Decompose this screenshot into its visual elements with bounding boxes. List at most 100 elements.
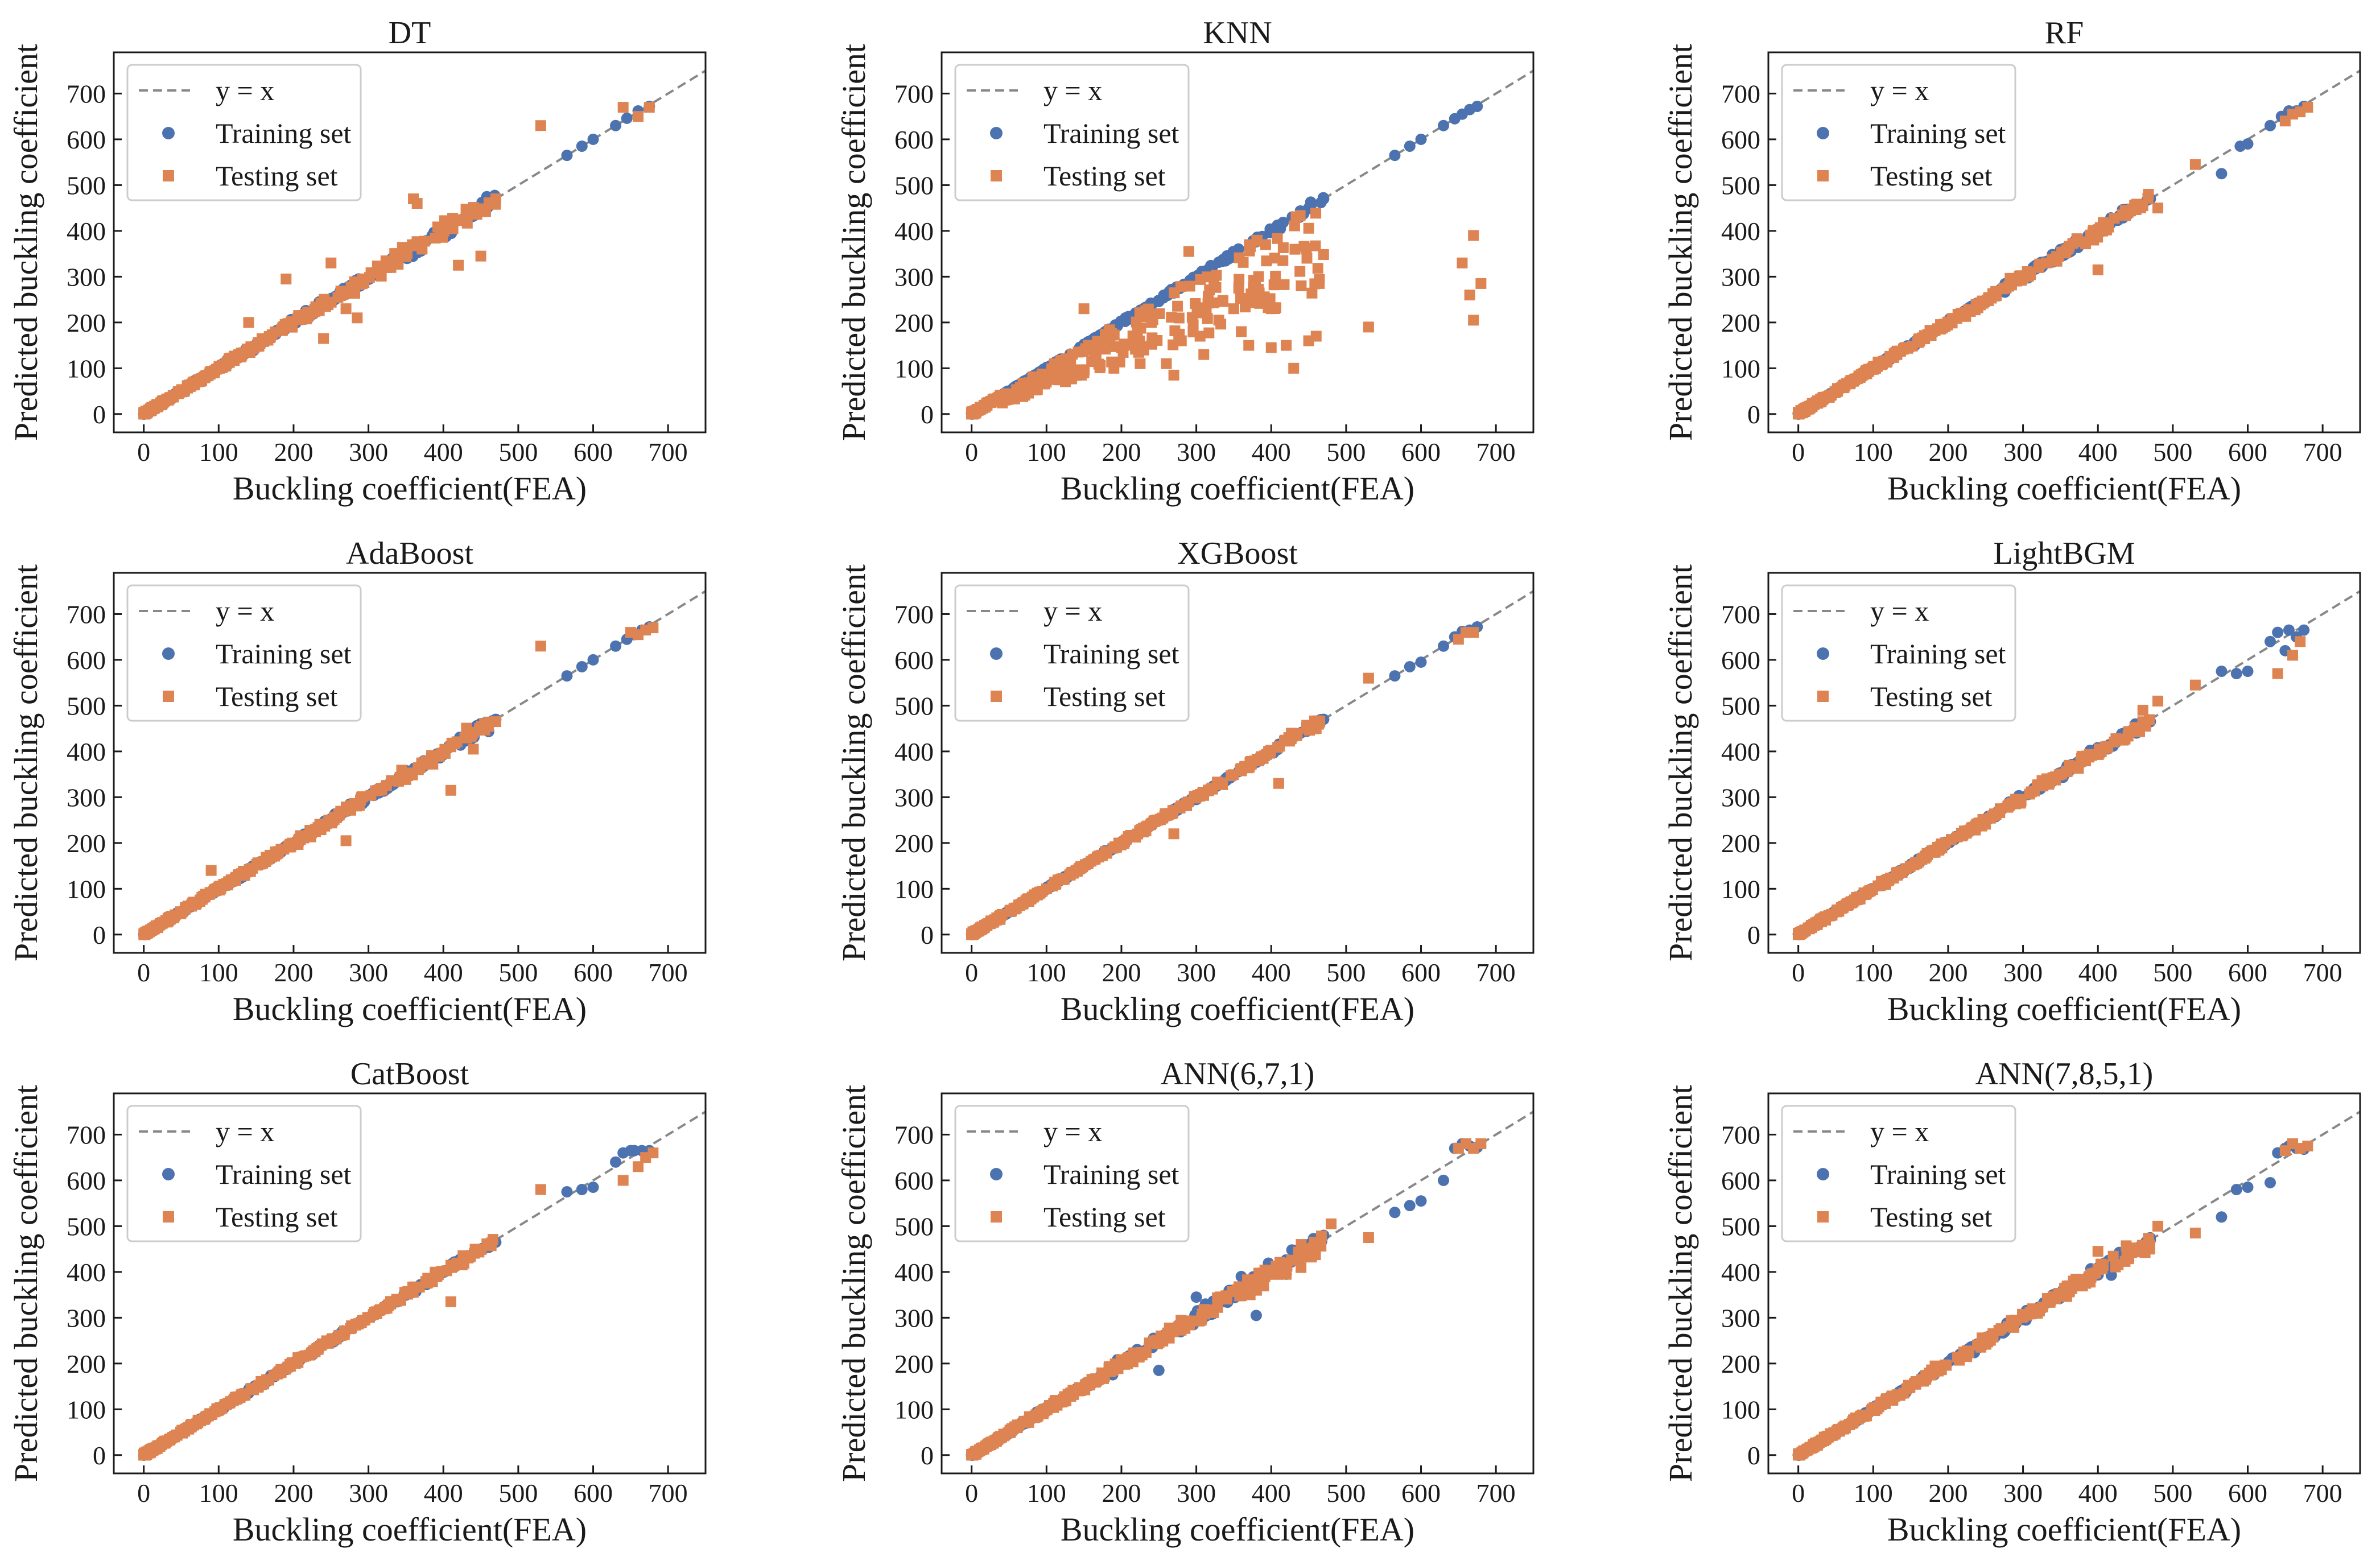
x-tick-label: 200 [274, 437, 313, 466]
legend-testing-swatch [163, 691, 174, 702]
testing-point [1012, 1419, 1023, 1430]
x-tick-label: 300 [1177, 437, 1216, 466]
testing-point [1005, 906, 1016, 917]
y-tick-label: 600 [1721, 646, 1760, 675]
testing-point [1849, 894, 1860, 905]
training-point [1274, 223, 1286, 234]
legend-identity-label: y = x [1043, 75, 1102, 106]
testing-point [211, 1403, 222, 1414]
testing-point [1971, 299, 1982, 309]
testing-point [1034, 888, 1045, 899]
testing-point [1261, 255, 1272, 266]
legend-training-label: Training set [1043, 117, 1179, 149]
testing-point [2143, 189, 2154, 200]
x-tick-label: 300 [2003, 437, 2043, 466]
testing-point [1234, 283, 1244, 294]
testing-point [1028, 371, 1038, 382]
testing-point [1236, 326, 1247, 337]
testing-point [1301, 253, 1312, 263]
testing-point [1274, 741, 1285, 751]
testing-point [1925, 328, 1936, 338]
y-tick-label: 300 [1721, 262, 1760, 291]
testing-point [1256, 751, 1267, 762]
x-tick-label: 400 [1252, 437, 1291, 466]
legend-testing-label: Testing set [216, 1201, 338, 1233]
testing-point [1296, 1239, 1306, 1250]
training-point [1416, 656, 1427, 668]
x-tick-label: 400 [424, 437, 463, 466]
testing-point [1174, 1321, 1185, 1332]
testing-point [318, 333, 329, 344]
testing-point [1277, 255, 1288, 266]
testing-point [1108, 363, 1119, 374]
training-point [2216, 168, 2227, 179]
testing-point [321, 1335, 332, 1346]
testing-point [386, 262, 397, 273]
testing-point [1183, 796, 1194, 807]
x-axis-label: Buckling coefficient(FEA) [1061, 470, 1414, 507]
legend-training-swatch [162, 127, 175, 139]
testing-point [2144, 715, 2155, 725]
legend-testing-swatch [991, 691, 1002, 702]
legend-training-swatch [990, 647, 1003, 660]
testing-point [257, 333, 267, 344]
testing-point [226, 874, 237, 885]
testing-point [1094, 1374, 1104, 1385]
x-tick-label: 600 [2228, 437, 2267, 466]
legend-identity-label: y = x [216, 75, 274, 106]
testing-point [1314, 278, 1325, 289]
y-axis-label: Predicted buckling coefficient [1662, 564, 1699, 961]
testing-point [175, 1427, 186, 1438]
testing-point [1194, 791, 1205, 802]
testing-point [2138, 200, 2148, 211]
legend-testing-label: Testing set [1870, 160, 1993, 192]
testing-point [1222, 1294, 1232, 1304]
testing-point [1254, 287, 1265, 298]
legend-identity-label: y = x [1870, 595, 1929, 627]
testing-point [1183, 246, 1194, 257]
panel-title: RF [2045, 15, 2084, 51]
legend-training-swatch [1817, 647, 1829, 660]
legend-testing-label: Testing set [1043, 680, 1166, 712]
training-point [1404, 141, 1416, 152]
testing-point [436, 1266, 447, 1277]
legend-testing-swatch [1817, 691, 1829, 702]
x-tick-label: 500 [498, 958, 538, 987]
x-tick-label: 500 [1326, 437, 1366, 466]
testing-point [2190, 680, 2201, 691]
testing-point [997, 392, 1008, 403]
testing-point [333, 808, 344, 819]
y-tick-label: 200 [67, 829, 106, 858]
testing-point [453, 260, 464, 271]
testing-point [1468, 627, 1479, 638]
y-tick-label: 600 [1721, 125, 1760, 154]
y-tick-label: 100 [67, 874, 106, 903]
testing-point [2003, 281, 2014, 292]
testing-point [1836, 382, 1847, 393]
testing-point [992, 913, 1003, 924]
testing-point [246, 1383, 257, 1394]
testing-point [463, 205, 474, 216]
y-tick-label: 700 [67, 600, 106, 629]
training-point [576, 1184, 588, 1195]
testing-point [1980, 819, 1991, 829]
training-point [1438, 641, 1449, 652]
testing-point [341, 835, 352, 846]
testing-point [2302, 102, 2313, 113]
legend-testing-swatch [163, 1211, 174, 1223]
testing-point [1050, 879, 1061, 890]
testing-point [1169, 370, 1179, 381]
testing-point [1281, 1261, 1292, 1271]
training-point [576, 661, 588, 672]
training-point [1404, 1200, 1416, 1211]
y-tick-label: 700 [67, 79, 106, 108]
panel-title: KNN [1203, 15, 1272, 51]
x-tick-label: 200 [274, 958, 313, 987]
y-tick-label: 500 [67, 1212, 106, 1241]
testing-point [306, 832, 316, 843]
